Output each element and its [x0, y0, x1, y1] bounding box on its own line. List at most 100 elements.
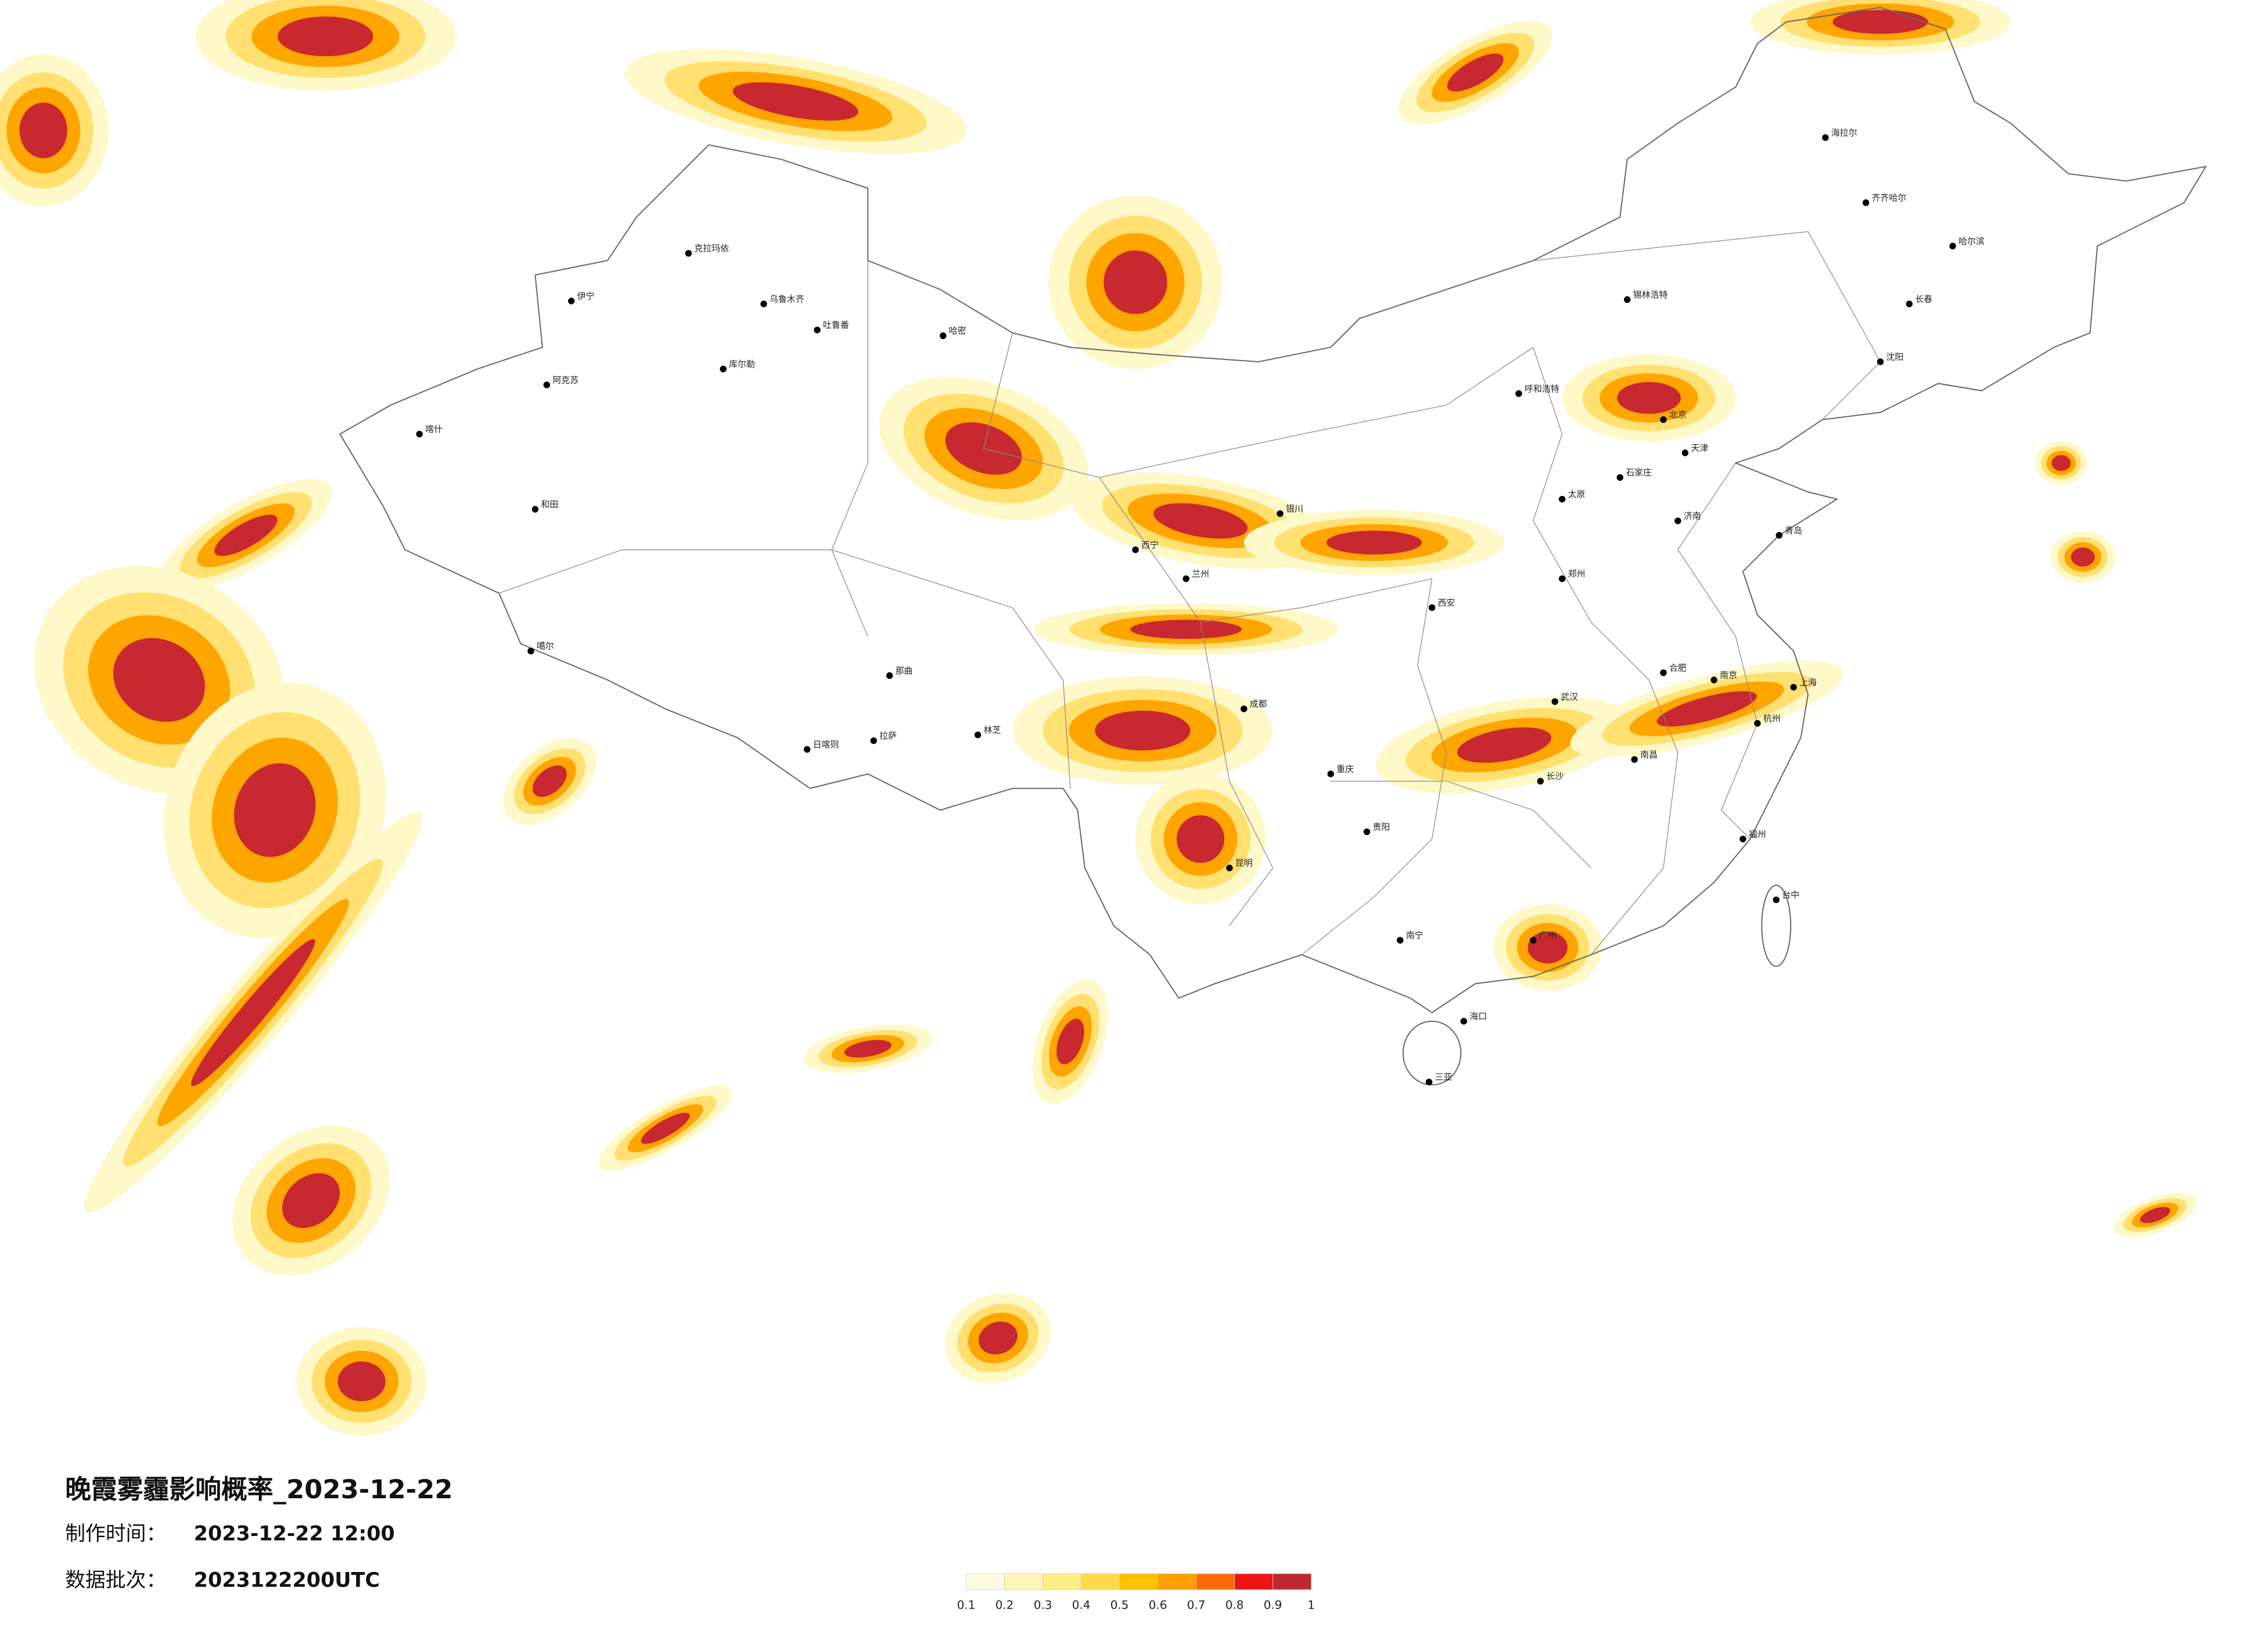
colorbar-swatch — [1119, 1573, 1158, 1590]
city-dot — [1551, 698, 1558, 705]
city-dot — [1428, 604, 1436, 611]
city-label: 锡林浩特 — [1633, 289, 1668, 300]
haze-blob — [1095, 710, 1191, 751]
haze-blob — [2140, 1207, 2170, 1224]
city-dot — [543, 382, 551, 388]
haze-blob — [1656, 691, 1757, 727]
colorbar-tick-label: 0.2 — [995, 1598, 1014, 1611]
city-dot — [1132, 546, 1139, 553]
city-dot — [974, 731, 982, 739]
colorbar-tick-label: 0.1 — [957, 1598, 976, 1611]
city-dot — [940, 332, 947, 339]
city-dot — [1739, 836, 1746, 843]
city-label: 海口 — [1469, 1011, 1487, 1021]
colorbar-tick-label: 0.6 — [1149, 1598, 1167, 1611]
city-dot — [1674, 517, 1681, 524]
haze-blob — [278, 16, 373, 56]
city-label: 石家庄 — [1626, 467, 1652, 478]
haze-blob — [2071, 547, 2095, 567]
colorbar-swatch — [1043, 1573, 1081, 1590]
city-label: 噶尔 — [537, 641, 554, 652]
colorbar-swatch — [966, 1573, 1005, 1590]
city-dot — [1862, 199, 1870, 206]
city-label: 南京 — [1720, 670, 1737, 680]
city-dot — [416, 430, 423, 438]
city-label: 西安 — [1437, 598, 1455, 608]
city-dot — [567, 297, 575, 305]
province-borders — [498, 231, 1881, 955]
city-dot — [1710, 677, 1717, 684]
city-label: 克拉玛依 — [694, 243, 729, 254]
colorbar-tick-label: 0.3 — [1034, 1598, 1052, 1611]
colorbar: 0.1 0.2 0.3 0.4 0.5 0.6 0.7 0.8 0.9 1 — [957, 1573, 1315, 1611]
city-label: 昆明 — [1235, 858, 1253, 868]
haze-blob — [844, 1039, 892, 1058]
haze-blob — [532, 765, 567, 797]
city-label: 天津 — [1691, 443, 1708, 453]
city-dot — [1822, 134, 1829, 141]
city-dot — [870, 737, 877, 744]
city-label: 广州 — [1539, 930, 1557, 941]
city-dot — [1363, 828, 1371, 836]
city-label: 成都 — [1250, 699, 1267, 709]
china-outline — [339, 6, 2207, 1013]
city-label: 呼和浩特 — [1525, 383, 1559, 394]
haze-blob — [113, 638, 205, 722]
city-dot — [1397, 937, 1404, 944]
city-label: 郑州 — [1568, 569, 1586, 579]
city-dot — [531, 506, 539, 513]
city-dot — [1226, 864, 1233, 872]
city-dot — [1277, 510, 1284, 517]
hainan-outline — [1402, 1020, 1462, 1086]
taiwan-outline — [1761, 884, 1792, 967]
city-label: 和田 — [541, 499, 558, 510]
city-dot — [1906, 300, 1913, 308]
city-dot — [1624, 296, 1631, 303]
city-dot — [1537, 778, 1544, 785]
city-label: 林芝 — [983, 725, 1001, 735]
city-dot — [1790, 684, 1797, 691]
city-dot — [1558, 575, 1566, 582]
haze-blob — [1832, 10, 1928, 34]
batch-label: 数据批次： — [65, 1569, 166, 1592]
city-label: 贵阳 — [1372, 822, 1390, 832]
city-label: 库尔勒 — [729, 359, 755, 369]
haze-blob — [1457, 727, 1552, 763]
haze-blob — [641, 1113, 690, 1144]
made-label: 制作时间： — [65, 1523, 166, 1546]
city-dot — [1877, 358, 1884, 365]
city-dot — [1754, 720, 1761, 727]
city-label: 日喀则 — [813, 739, 839, 750]
city-label: 上海 — [1799, 677, 1817, 688]
city-label: 三亚 — [1435, 1072, 1453, 1082]
city-label: 合肥 — [1669, 663, 1687, 673]
colorbar-swatch — [1234, 1573, 1273, 1590]
city-label: 台中 — [1782, 890, 1799, 900]
city-dot — [1460, 1017, 1468, 1025]
city-label: 那曲 — [896, 665, 913, 676]
city-dot — [1530, 937, 1537, 944]
city-label: 伊宁 — [577, 291, 595, 301]
made-time: 2023-12-22 12:00 — [194, 1523, 395, 1546]
city-label: 北京 — [1669, 409, 1687, 420]
colorbar-tick-label: 0.9 — [1264, 1598, 1282, 1611]
city-label: 喀什 — [425, 424, 443, 434]
haze-blob — [282, 1173, 340, 1228]
city-dot — [1660, 669, 1667, 677]
map-title: 晚霞雾霾影响概率_2023-12-22 — [65, 1474, 453, 1505]
colorbar-tick-label: 0.7 — [1187, 1598, 1206, 1611]
haze-blob — [233, 763, 316, 857]
city-label: 杭州 — [1763, 713, 1781, 724]
city-label: 太原 — [1568, 489, 1586, 499]
colorbar-tick-label: 1 — [1307, 1598, 1315, 1611]
city-dot — [1631, 756, 1638, 763]
city-dot — [1681, 449, 1689, 456]
city-label: 南宁 — [1406, 930, 1424, 941]
city-dot — [527, 647, 534, 654]
city-label: 福州 — [1749, 829, 1766, 839]
city-dot — [1182, 575, 1189, 582]
city-label: 长沙 — [1546, 771, 1563, 782]
city-dot — [1425, 1078, 1433, 1085]
city-label: 长春 — [1915, 294, 1932, 304]
